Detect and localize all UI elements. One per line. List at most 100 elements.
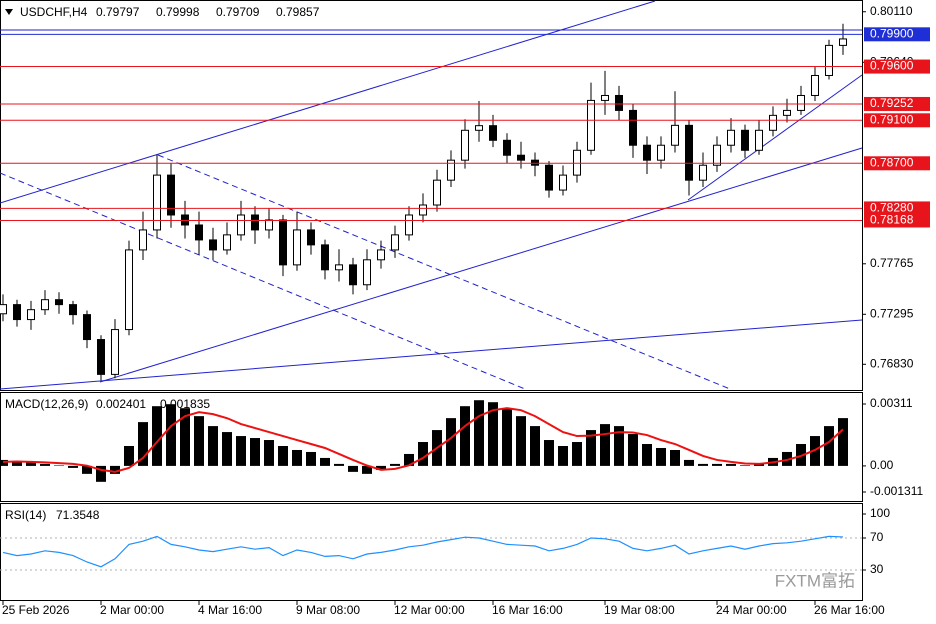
candle-body (391, 234, 399, 251)
symbol-title: USDCHF,H4 (20, 5, 88, 19)
y-tick-label: 0.77295 (870, 306, 914, 320)
candle-body (111, 329, 119, 375)
candle-body (447, 159, 455, 181)
macd-bar (446, 418, 456, 466)
candle-body (251, 214, 259, 231)
price-level-box (864, 59, 930, 74)
candle-body (335, 264, 343, 271)
candle-body (279, 219, 287, 266)
macd-bar (250, 438, 260, 466)
candle-body (573, 149, 581, 176)
macd-bar (698, 463, 708, 466)
macd-bar (166, 404, 176, 466)
macd-title: MACD(12,26,9) (5, 397, 88, 411)
macd-bar (26, 461, 36, 466)
macd-bar (460, 406, 470, 466)
dropdown-arrow[interactable] (5, 9, 13, 15)
macd-bar (68, 465, 78, 468)
macd-bar (684, 459, 694, 466)
trendline (0, 319, 863, 390)
rsi-panel (0, 503, 863, 601)
candle-body (139, 229, 147, 251)
macd-bar (292, 449, 302, 466)
y-tick-label: 70 (870, 530, 884, 544)
macd-bar (656, 447, 666, 466)
candle-body (293, 229, 301, 266)
macd-bar (12, 460, 22, 466)
macd-bar (278, 445, 288, 466)
candle-body (741, 129, 749, 151)
last-open: 0.79797 (96, 5, 140, 19)
price-level-box (864, 201, 930, 216)
candle-body (433, 179, 441, 206)
candle-body (783, 109, 791, 116)
candle-body (41, 299, 49, 311)
macd-bar (194, 416, 204, 466)
candle-body (643, 144, 651, 161)
candle-body (237, 214, 245, 236)
candle-body (671, 124, 679, 146)
candle-body (475, 125, 483, 131)
candle-body (153, 174, 161, 231)
y-tick-label: 0.00311 (870, 396, 913, 410)
candle-body (349, 264, 357, 286)
macd-bar (348, 465, 358, 472)
candle-body (699, 164, 707, 181)
candle-body (55, 299, 63, 306)
macd-bar (614, 426, 624, 466)
macd-bar (82, 465, 92, 474)
watermark: FXTM富拓 (775, 571, 855, 590)
x-tick-label: 26 Mar 16:00 (814, 603, 885, 617)
y-tick-label: 0.76830 (870, 356, 914, 370)
price-level-box (864, 113, 930, 128)
y-tick-label: 30 (870, 562, 884, 576)
macd-bar (474, 400, 484, 466)
macd-bar (488, 402, 498, 466)
macd-bar (586, 430, 596, 466)
candle-body (489, 125, 497, 141)
candle-body (265, 219, 273, 231)
trendline (157, 154, 731, 390)
macd-bar (404, 453, 414, 466)
rsi-line (2, 535, 844, 568)
macd-bar (600, 424, 610, 466)
candle-body (307, 229, 315, 246)
macd-bar (40, 463, 50, 466)
candle-body (587, 99, 595, 151)
macd-bar (390, 463, 400, 466)
candle-body (769, 114, 777, 131)
candle-body (685, 124, 693, 181)
candle-body (83, 314, 91, 341)
macd-bar (54, 465, 64, 467)
y-tick-label: 0.00 (870, 458, 894, 472)
macd-bar (264, 440, 274, 466)
x-tick-label: 24 Mar 00:00 (716, 603, 787, 617)
candle-body (167, 174, 175, 216)
macd-bar (530, 426, 540, 466)
price-level-box (864, 96, 930, 111)
macd-bar (670, 449, 680, 466)
candle-body (839, 38, 847, 46)
y-tick-label: 100 (870, 506, 890, 520)
candle-body (321, 244, 329, 271)
price-level-box (864, 213, 930, 228)
price-level-box (864, 156, 930, 171)
macd-bar (572, 442, 582, 466)
macd-bar (320, 457, 330, 466)
macd-panel (0, 392, 863, 502)
candle-body (125, 249, 133, 331)
macd-value: 0.002401 (96, 397, 146, 411)
candle-body (755, 129, 763, 151)
candle-body (195, 224, 203, 241)
candle-body (825, 44, 833, 76)
candle-body (97, 339, 105, 375)
macd-bar (208, 426, 218, 466)
macd-bar (502, 408, 512, 466)
candle-body (797, 94, 805, 111)
macd-bar (334, 463, 344, 466)
candle-body (13, 304, 21, 321)
macd-bar (0, 459, 8, 466)
candle-body (517, 154, 525, 161)
macd-bar (362, 465, 372, 474)
candle-body (503, 139, 511, 156)
